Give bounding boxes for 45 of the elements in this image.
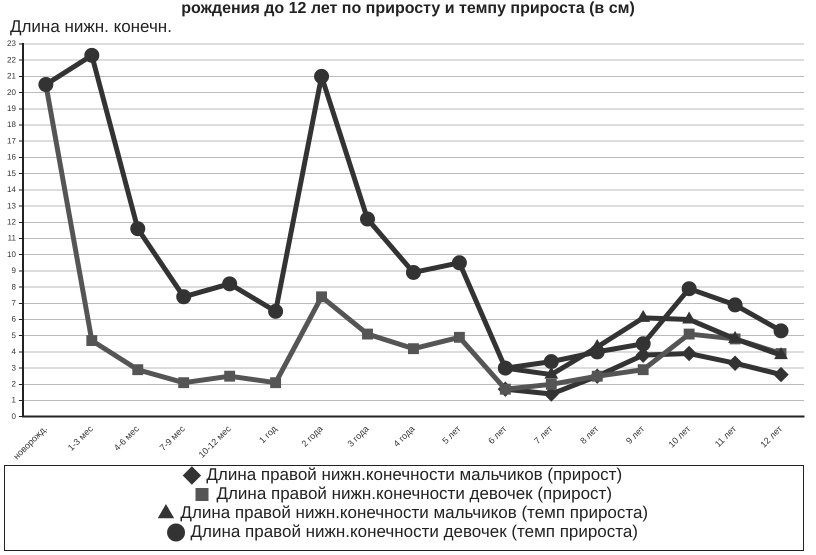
y-tick-label: 1	[11, 396, 16, 405]
x-tick-label: 7-9 мес	[158, 423, 188, 453]
legend-label: Длина правой нижн.конечности девочек (темп прироста)	[190, 522, 638, 542]
chart-title: рождения до 12 лет по приросту и темпу прироста (в см)	[180, 0, 636, 18]
y-tick-label: 14	[6, 185, 16, 194]
legend-label: Длина правой нижн.конечности мальчиков (прирост)	[206, 465, 622, 484]
x-tick-label: 5 лет	[440, 424, 463, 446]
y-tick-label: 6	[11, 314, 16, 324]
x-tick-label: 2 года	[300, 424, 325, 449]
y-tick-label: 8	[11, 282, 16, 292]
y-tick-label: 13	[6, 201, 16, 210]
x-tick-label: 7 лет	[532, 424, 554, 446]
x-tick-label: 12 лет	[758, 424, 784, 450]
y-tick-label: 20	[6, 88, 16, 97]
y-tick-label: 9	[11, 266, 16, 276]
y-tick-label: 10	[6, 250, 16, 259]
y-tick-label: 3	[11, 363, 16, 372]
y-tick-label: 0	[11, 412, 16, 421]
x-tick-label: 6 лет	[486, 424, 509, 446]
y-tick-label: 23	[6, 39, 16, 48]
y-tick-label: 19	[6, 104, 16, 114]
y-tick-label: 21	[6, 72, 16, 81]
legend-label: Длина правой нижн.конечности девочек (прирост)	[216, 484, 612, 504]
x-tick-label: 4 года	[391, 424, 417, 449]
chart-subtitle: Длина нижн. конечн.	[10, 17, 172, 37]
x-tick-label: 3 года	[345, 424, 371, 449]
x-tick-label: 11 лет	[712, 424, 738, 450]
y-tick-label: 15	[6, 168, 16, 178]
y-tick-label: 16	[6, 152, 16, 162]
y-tick-label: 12	[6, 217, 16, 226]
x-tick-label: 10 лет	[666, 424, 692, 450]
x-tick-label: 8 лет	[578, 424, 600, 446]
x-tick-label: 9 лет	[624, 424, 646, 446]
y-tick-label: 22	[6, 55, 16, 64]
y-tick-label: 11	[8, 234, 16, 243]
y-tick-label: 7	[11, 298, 16, 308]
y-tick-label: 17	[6, 136, 16, 146]
x-tick-label: 1-3 мес	[66, 423, 96, 453]
y-tick-label: 2	[11, 380, 16, 389]
legend-label: Длина правой нижн.конечности мальчиков (темп прироста)	[180, 503, 648, 522]
x-tick-label: 4-6 мес	[112, 423, 142, 453]
y-tick-label: 5	[11, 330, 16, 340]
y-tick-label: 18	[6, 120, 16, 130]
y-tick-label: 4	[11, 347, 16, 356]
x-tick-label: 1 год	[257, 423, 280, 446]
